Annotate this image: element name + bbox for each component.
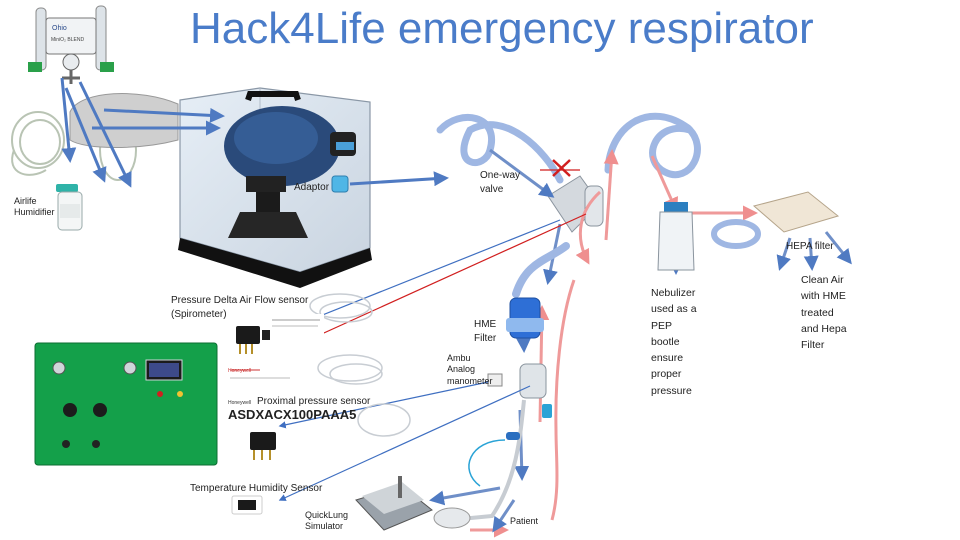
clear-tubing: [309, 293, 411, 437]
elbow-connector: [512, 242, 570, 298]
label-clean-air: Clean Air with HME treated and Hepa Filt…: [801, 274, 847, 352]
label-one-way-valve: One-way valve: [480, 170, 521, 195]
humidifier-tubing: [11, 111, 137, 181]
airlife-humidifier: [56, 184, 83, 231]
honeywell-brand-2: Honeywell: [228, 400, 252, 406]
corrugated-tube-1: [436, 113, 564, 184]
label-proximal-sensor: Proximal pressure sensor: [257, 396, 371, 407]
pressure-delta-sensor-card: [228, 314, 324, 354]
red-x-mark-icon: [540, 159, 580, 177]
quicklung-simulator: [355, 476, 471, 531]
hepa-filter-part: [711, 191, 840, 249]
patient-tube: [449, 399, 526, 522]
part-number: ASDXACX100PAAA5: [228, 407, 357, 422]
nebulizer-part: [657, 202, 695, 271]
one-way-valve-body: [547, 175, 604, 233]
patient-connector: [542, 404, 552, 418]
honeywell-brand-1: Honeywell: [228, 368, 252, 374]
temp-humidity-sensor-card: [231, 495, 263, 515]
label-ambu-manometer: Ambu Analog manometer: [447, 353, 493, 386]
ohio-brand-text: Ohio: [52, 25, 67, 32]
corrugated-tube-2: [604, 112, 701, 178]
blend-text: MiniO₂ BLEND: [51, 37, 84, 43]
label-patient: Patient: [510, 516, 539, 526]
label-pressure-delta-sensor: Pressure Delta Air Flow sensor (Spiromet…: [171, 295, 309, 320]
label-adaptor: Adaptor: [294, 182, 330, 193]
label-hepa-filter: HEPA filter: [786, 241, 834, 252]
ambu-bag: [224, 91, 356, 186]
page-title: Hack4Life emergency respirator: [190, 4, 814, 53]
oxygen-blender: [28, 5, 114, 84]
inhale-arrows-left: [60, 77, 449, 188]
label-airlife-humidifier: Airlife Humidifier: [14, 196, 55, 218]
proximal-sensor-card: [228, 362, 298, 460]
adaptor-part: [331, 175, 349, 193]
label-nebulizer: Nebulizer used as a PEP bootle ensure pr…: [651, 287, 697, 397]
ambu-manometer-part: [487, 363, 547, 399]
label-temp-humidity-sensor: Temperature Humidity Sensor: [190, 483, 323, 494]
hme-filter-part: [506, 297, 544, 339]
pilot-balloon: [506, 432, 520, 440]
label-quicklung: QuickLung Simulator: [305, 510, 349, 532]
press-mechanism: [228, 176, 308, 238]
label-hme-filter: HME Filter: [474, 319, 497, 344]
control-panel: [34, 342, 218, 466]
